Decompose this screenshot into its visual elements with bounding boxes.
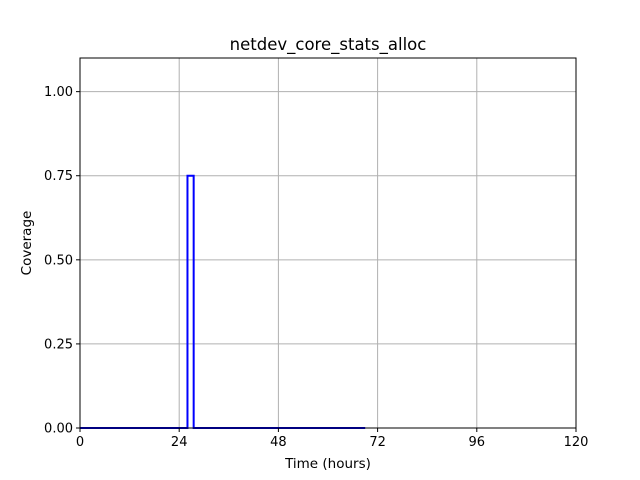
plot-frame bbox=[79, 57, 577, 429]
x-tick-label: 96 bbox=[469, 435, 486, 450]
x-tick-label: 72 bbox=[369, 435, 386, 450]
y-axis-ticks: 0.00 0.25 0.50 0.75 1.00 bbox=[44, 85, 80, 437]
chart-title: netdev_core_stats_alloc bbox=[230, 35, 427, 55]
x-axis-ticks: 0 24 48 72 96 120 bbox=[76, 428, 589, 450]
y-tick-label: 0.50 bbox=[44, 253, 73, 268]
y-tick-label: 0.75 bbox=[44, 169, 73, 184]
x-tick-label: 48 bbox=[270, 435, 287, 450]
x-tick-label: 24 bbox=[171, 435, 188, 450]
y-tick-label: 0.00 bbox=[44, 422, 73, 437]
x-axis-label: Time (hours) bbox=[284, 456, 371, 472]
y-tick-label: 0.25 bbox=[44, 337, 73, 352]
x-tick-label: 120 bbox=[564, 435, 589, 450]
x-tick-label: 0 bbox=[76, 435, 84, 450]
y-axis-label: Coverage bbox=[19, 211, 35, 276]
y-tick-label: 1.00 bbox=[44, 85, 73, 100]
